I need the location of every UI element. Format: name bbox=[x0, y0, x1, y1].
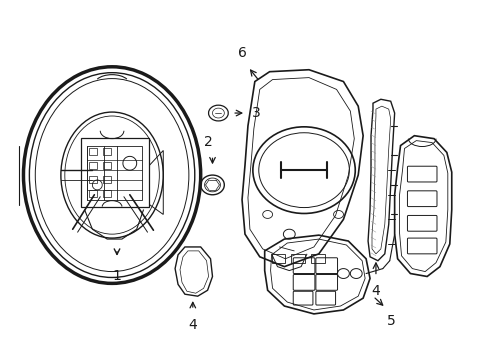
Text: 4: 4 bbox=[371, 284, 380, 298]
Bar bbox=[89, 148, 97, 156]
Bar bbox=[89, 162, 97, 169]
Text: 6: 6 bbox=[237, 46, 246, 60]
Bar bbox=[310, 254, 324, 263]
Bar bbox=[89, 176, 97, 183]
Bar bbox=[103, 190, 111, 197]
Bar bbox=[103, 162, 111, 169]
Text: 1: 1 bbox=[112, 269, 121, 283]
Text: 2: 2 bbox=[204, 135, 212, 149]
Text: 3: 3 bbox=[251, 106, 260, 120]
Bar bbox=[271, 254, 285, 263]
Bar bbox=[89, 190, 97, 197]
Bar bbox=[291, 254, 305, 263]
Text: 5: 5 bbox=[386, 314, 395, 328]
Bar bbox=[103, 176, 111, 183]
Bar bbox=[103, 148, 111, 156]
Text: 4: 4 bbox=[188, 318, 197, 332]
